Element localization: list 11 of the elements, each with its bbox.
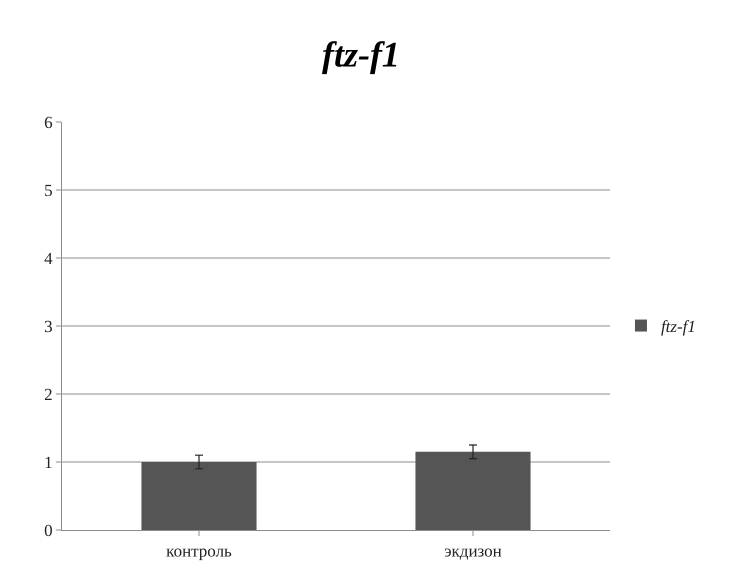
legend-label: ftz-f1 xyxy=(660,317,696,336)
x-tick-label: экдизон xyxy=(444,541,502,560)
y-tick-label: 3 xyxy=(44,316,53,336)
y-tick-label: 4 xyxy=(44,248,54,268)
y-tick-label: 2 xyxy=(44,384,53,404)
x-tick-label: контроль xyxy=(166,541,232,560)
y-tick-label: 0 xyxy=(44,520,53,540)
y-tick-label: 5 xyxy=(44,180,53,200)
y-tick-label: 6 xyxy=(44,112,53,132)
y-tick-label: 1 xyxy=(44,452,53,472)
chart-title: ftz-f1 xyxy=(322,34,400,74)
